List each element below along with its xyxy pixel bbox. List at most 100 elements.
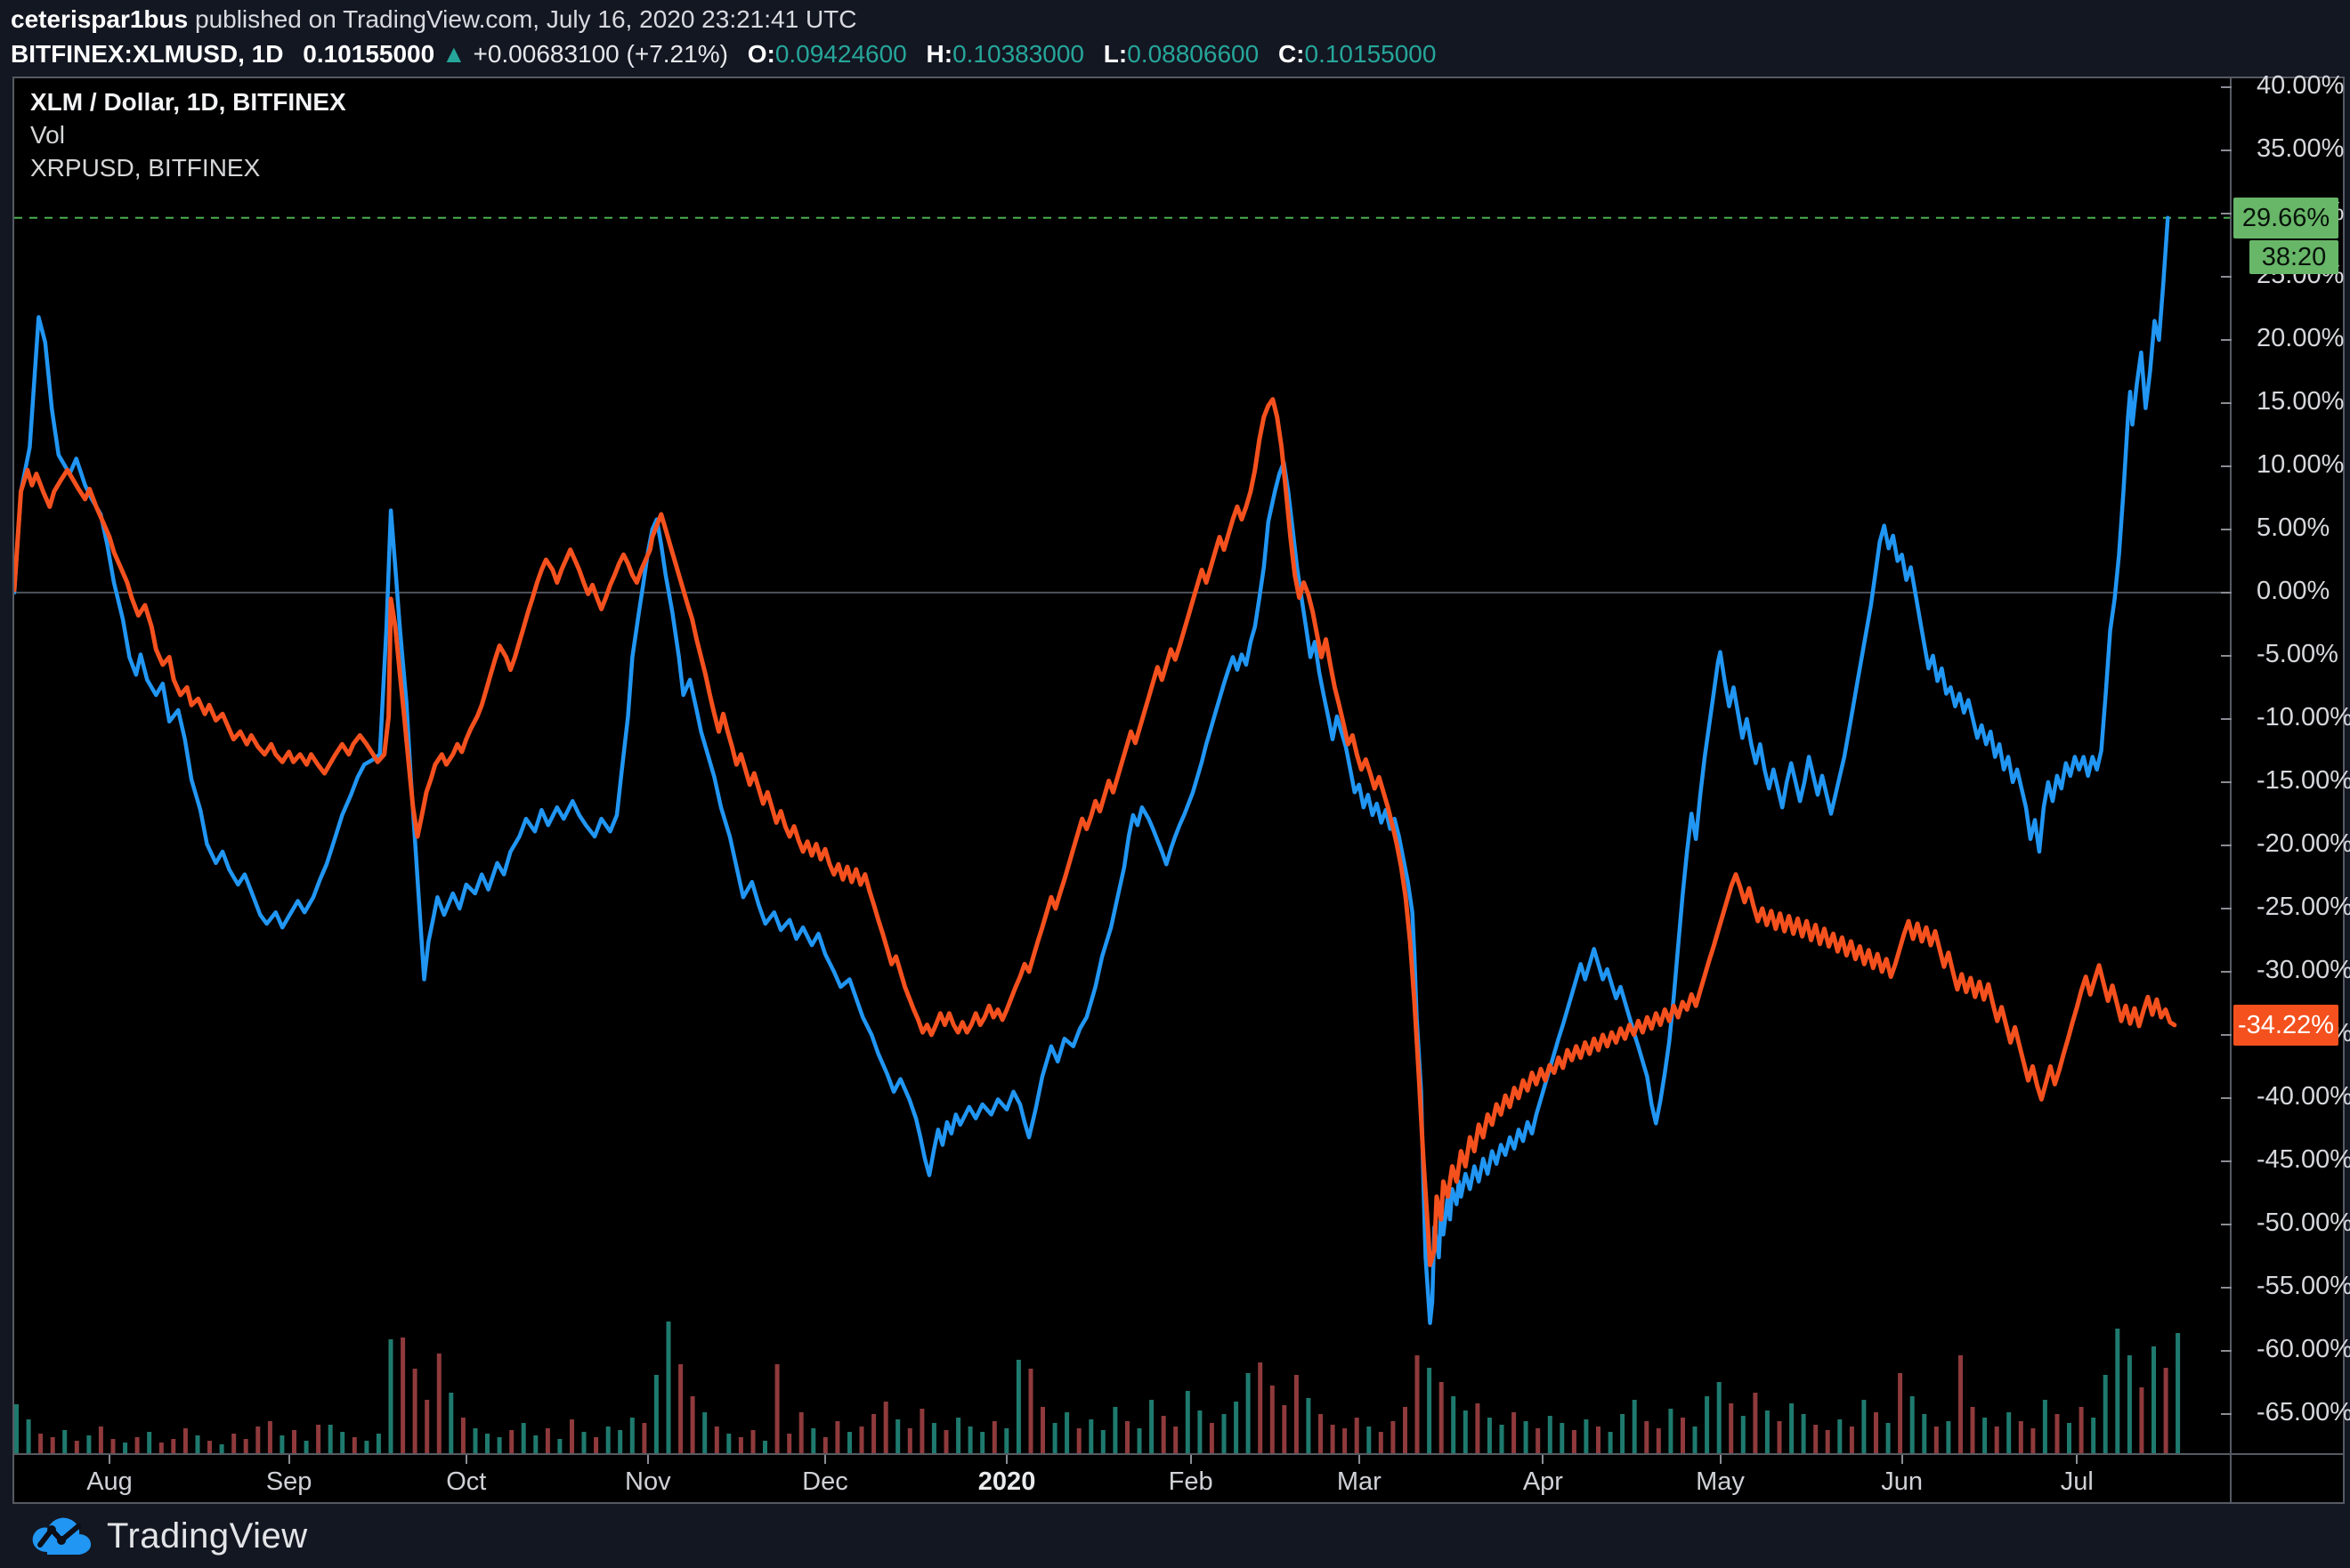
xlm-last-value-badge: 29.66% [2233, 197, 2338, 238]
time-scale[interactable]: Aug Sep Oct Nov Dec 2020 Feb Mar Apr May Jun Jul [14, 1455, 2230, 1502]
price-axis-label: 10.00% [2257, 449, 2345, 479]
time-axis-label: Sep [265, 1467, 312, 1496]
volume-bar [1740, 1416, 1746, 1453]
time-axis-tick [823, 1455, 826, 1464]
chart-legend: XLM / Dollar, 1D, BITFINEX Vol XRPUSD, B… [30, 85, 346, 184]
volume-bar [1898, 1373, 1903, 1453]
price-axis-tick [2221, 1286, 2232, 1289]
price-axis-divider [2230, 78, 2232, 1502]
volume-bar [1282, 1405, 1287, 1453]
time-axis-label: Jun [1881, 1467, 1924, 1496]
volume-bar [1571, 1430, 1576, 1453]
volume-bar [1438, 1382, 1444, 1453]
time-axis-tick [1006, 1455, 1009, 1464]
time-axis-label: Oct [446, 1467, 487, 1496]
price-scale[interactable]: 40.00%35.00%30.00%25.00%20.00%15.00%10.0… [2221, 71, 2350, 1453]
price-axis-label: -60.00% [2257, 1334, 2350, 1363]
price-axis-tick [2221, 275, 2232, 278]
price-axis-tick [2221, 907, 2232, 909]
volume-bar [1946, 1421, 1951, 1453]
volume-bar [1536, 1428, 1541, 1453]
close-label: C: [1277, 40, 1305, 68]
time-axis-tick [1189, 1455, 1192, 1464]
volume-bar [2176, 1333, 2181, 1453]
time-axis-tick [1542, 1455, 1544, 1464]
time-axis-label: Apr [1522, 1467, 1563, 1496]
volume-bar [304, 1441, 309, 1453]
volume-bar [1716, 1382, 1722, 1453]
volume-bar [557, 1439, 563, 1453]
price-axis-tick [2221, 1160, 2232, 1162]
volume-bar [449, 1393, 454, 1453]
volume-bar [219, 1444, 224, 1453]
volume-bar [1065, 1412, 1070, 1453]
volume-bar [726, 1434, 732, 1453]
volume-bar [666, 1321, 671, 1453]
legend-main-series[interactable]: XLM / Dollar, 1D, BITFINEX [30, 88, 346, 116]
volume-bar [1801, 1414, 1806, 1453]
price-axis-label: -45.00% [2257, 1144, 2350, 1174]
volume-bar [1560, 1423, 1565, 1453]
legend-compare-series[interactable]: XRPUSD, BITFINEX [30, 154, 261, 182]
volume-bar [570, 1419, 574, 1453]
volume-bar [1245, 1373, 1251, 1453]
price-axis-tick [2221, 780, 2232, 783]
price-axis-tick [2221, 528, 2232, 530]
volume-bar [871, 1414, 877, 1453]
volume-bar [1789, 1403, 1795, 1453]
volume-bar [1149, 1400, 1155, 1453]
time-axis-tick [646, 1455, 649, 1464]
volume-bar [1041, 1407, 1045, 1453]
time-axis-tick [1357, 1455, 1360, 1464]
volume-bar [629, 1418, 635, 1453]
volume-bar [895, 1419, 901, 1453]
volume-bar [1632, 1400, 1637, 1453]
chart-plot-area[interactable] [14, 78, 2230, 1453]
price-axis-label: -10.00% [2257, 702, 2350, 731]
volume-bar [1100, 1430, 1106, 1453]
volume-bar [243, 1439, 248, 1453]
volume-bar [412, 1369, 417, 1453]
volume-bar [1970, 1407, 1975, 1453]
price-axis-tick [2221, 591, 2232, 594]
xrp-last-value-badge: -34.22% [2233, 1004, 2338, 1046]
volume-bar [1306, 1398, 1311, 1453]
volume-bar [1234, 1402, 1239, 1453]
tradingview-watermark[interactable]: TradingView [28, 1511, 308, 1561]
volume-bar [1874, 1412, 1878, 1453]
volume-bar [702, 1412, 708, 1453]
volume-bar [425, 1400, 430, 1453]
legend-volume[interactable]: Vol [30, 121, 65, 149]
volume-bar [1958, 1355, 1963, 1453]
publisher-username: ceterispar1bus [11, 5, 189, 33]
volume-bar [328, 1425, 333, 1453]
volume-bar [123, 1443, 128, 1453]
volume-bar [74, 1441, 79, 1453]
publish-header: ceterispar1bus published on TradingView.… [11, 2, 1436, 71]
volume-bar [2067, 1423, 2071, 1453]
volume-bar [618, 1430, 623, 1453]
volume-bar [1813, 1425, 1819, 1453]
volume-bar [110, 1439, 116, 1453]
volume-bar [2151, 1346, 2156, 1453]
volume-bar [1161, 1416, 1166, 1453]
price-axis-tick [2221, 212, 2232, 214]
volume-bar [158, 1443, 164, 1453]
symbol-name: BITFINEX:XLMUSD, 1D [11, 40, 284, 68]
price-axis-label: -15.00% [2257, 765, 2350, 795]
volume-bar [605, 1427, 611, 1453]
volume-bar [2054, 1414, 2060, 1453]
volume-bar [473, 1428, 478, 1453]
series-line-xlmusd[interactable] [14, 215, 2170, 1325]
volume-bar [1378, 1432, 1383, 1453]
series-line-xrpusd[interactable] [14, 397, 2177, 1267]
volume-bar [1113, 1407, 1118, 1453]
chart-frame: XLM / Dollar, 1D, BITFINEX Vol XRPUSD, B… [12, 71, 2350, 1504]
volume-bar [1777, 1421, 1782, 1453]
up-arrow-icon: ▲ [441, 40, 466, 68]
low-label: L: [1103, 40, 1128, 68]
volume-bar [1596, 1427, 1600, 1453]
volume-bar [376, 1434, 381, 1453]
volume-bar [147, 1432, 152, 1453]
